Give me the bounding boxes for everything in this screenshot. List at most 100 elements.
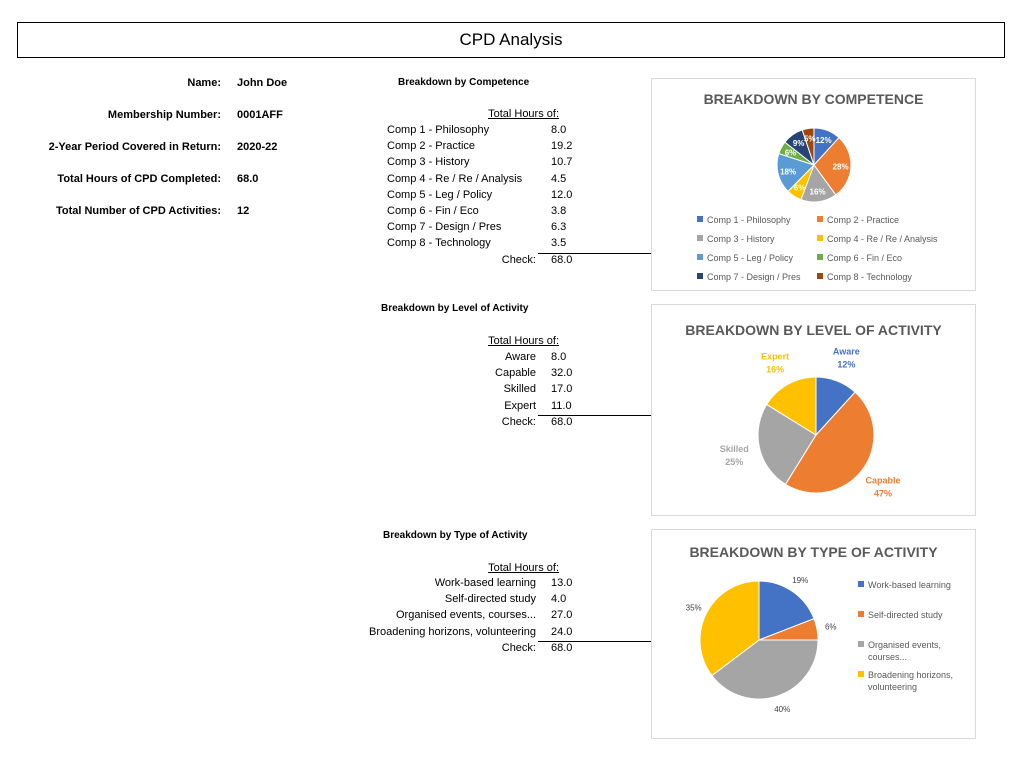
page-title: CPD Analysis <box>17 22 1005 58</box>
legend-swatch <box>858 671 864 677</box>
info-label: Total Hours of CPD Completed: <box>57 173 221 185</box>
row-label: Organised events, courses... <box>395 609 536 622</box>
pie-svg: Aware 12% Capable 47% Skilled 25% Expert 16% <box>720 347 901 499</box>
legend-swatch <box>858 641 864 647</box>
slice-category-label: Capable <box>866 476 901 486</box>
row-label: Work-based learning <box>434 577 536 589</box>
legend-swatch <box>697 216 703 222</box>
section-heading: Breakdown by Level of Activity <box>381 303 529 314</box>
pie-slice <box>758 580 815 641</box>
level-chart: BREAKDOWN BY LEVEL OF ACTIVITY Aware 12% C… <box>651 304 976 516</box>
chart-title: BREAKDOWN BY LEVEL OF ACTIVITY <box>685 322 942 338</box>
pie-svg: 12%28%16%6%18%6%9%5% <box>776 127 852 203</box>
check-value: 68.0 <box>551 253 573 266</box>
slice-category-label: Aware <box>833 347 860 357</box>
chart-title: BREAKDOWN BY TYPE OF ACTIVITY <box>689 544 938 560</box>
legend-item: Organised events, courses... <box>858 639 941 663</box>
row-value: 11.0 <box>551 399 572 412</box>
check-value: 68.0 <box>551 641 573 654</box>
legend-swatch <box>817 254 823 260</box>
slice-data-label: 12% <box>816 136 832 145</box>
info-value: 68.0 <box>237 173 259 185</box>
slice-data-label: 28% <box>833 162 849 171</box>
check-label: Check: <box>501 253 536 266</box>
info-label: Membership Number: <box>107 109 221 121</box>
type-chart: BREAKDOWN BY TYPE OF ACTIVITY 19% 6% 40% 35… <box>651 529 976 739</box>
row-value: 4.5 <box>551 172 567 185</box>
info-label: Total Number of CPD Activities: <box>55 205 221 217</box>
row-value: 19.2 <box>551 140 573 153</box>
pie-slice <box>776 152 815 193</box>
legend-label: Comp 8 - Technology <box>827 272 912 282</box>
check-value: 68.0 <box>551 415 573 428</box>
slice-data-label: 16% <box>810 187 826 196</box>
legend-label: Comp 7 - Design / Pres <box>707 272 801 282</box>
info-value: 2020-22 <box>237 141 278 153</box>
column-header: Total Hours of: <box>488 108 559 120</box>
legend-item: Comp 7 - Design / Pres <box>697 271 801 283</box>
pie-slice <box>813 136 852 196</box>
legend-label: Self-directed study <box>868 610 943 620</box>
legend-item: Work-based learning <box>858 579 951 591</box>
slice-category-label: Expert <box>761 352 789 362</box>
row-label: Comp 7 - Design / Pres <box>387 221 502 234</box>
legend-label: Comp 6 - Fin / Eco <box>827 253 903 263</box>
legend-item: Comp 5 - Leg / Policy <box>697 252 793 264</box>
row-label: Comp 8 - Technology <box>387 237 491 250</box>
chart-title: BREAKDOWN BY COMPETENCE <box>703 91 924 107</box>
row-label: Skilled <box>503 383 536 396</box>
row-value: 12.0 <box>551 188 573 201</box>
competence-chart: BREAKDOWN BY COMPETENCE 12% 28% 16% 6% 18% 6%… <box>651 78 976 291</box>
legend-label: Comp 5 - Leg / Policy <box>707 253 794 263</box>
legend-item: Comp 6 - Fin / Eco <box>817 252 902 264</box>
pie-slice <box>711 639 819 700</box>
connector-line <box>538 252 658 254</box>
info-value: 0001AFF <box>237 109 283 121</box>
legend-item: Self-directed study <box>858 609 943 621</box>
legend-item: Comp 2 - Practice <box>817 214 899 226</box>
row-label: Aware <box>505 351 536 363</box>
row-value: 13.0 <box>551 577 573 589</box>
slice-data-label: 6% <box>785 148 797 157</box>
row-value: 8.0 <box>551 124 567 136</box>
slice-data-label: 25% <box>725 457 743 467</box>
legend-label: Comp 1 - Philosophy <box>707 215 791 225</box>
row-label: Comp 6 - Fin / Eco <box>387 205 479 217</box>
legend-item: Comp 1 - Philosophy <box>697 214 791 226</box>
connector-line <box>538 640 651 642</box>
slice-data-label: 16% <box>766 365 784 375</box>
pie-svg: 19% 6% 40% 35% <box>686 576 837 714</box>
section-heading: Breakdown by Competence <box>398 77 530 88</box>
legend-swatch <box>697 273 703 279</box>
column-header: Total Hours of: <box>488 335 559 347</box>
pie-slice <box>699 580 760 677</box>
legend-label: Comp 3 - History <box>707 234 775 244</box>
row-value: 4.0 <box>551 593 567 606</box>
row-label: Broadening horizons, volunteering <box>369 625 536 638</box>
legend-item: Comp 3 - History <box>697 233 775 245</box>
legend-swatch <box>817 216 823 222</box>
legend-label: Organised events, courses... <box>868 640 942 662</box>
row-value: 8.0 <box>551 351 567 363</box>
row-value: 17.0 <box>551 383 573 396</box>
legend-swatch <box>817 235 823 241</box>
pie-slice <box>784 391 875 494</box>
legend-label: Comp 4 - Re / Re / Analysis <box>827 234 938 244</box>
row-label: Self-directed study <box>444 593 536 606</box>
legend-swatch <box>817 273 823 279</box>
pie-slice <box>801 127 815 166</box>
legend-swatch <box>858 611 864 617</box>
row-value: 3.5 <box>551 237 567 250</box>
legend-swatch <box>697 235 703 241</box>
row-label: Comp 1 - Philosophy <box>387 124 490 136</box>
row-label: Comp 4 - Re / Re / Analysis <box>387 172 523 185</box>
info-label: 2-Year Period Covered in Return: <box>48 141 221 153</box>
slice-data-label: 6% <box>794 183 806 192</box>
slice-data-label: 18% <box>780 167 796 176</box>
row-value: 24.0 <box>551 625 573 638</box>
row-value: 6.3 <box>551 221 567 234</box>
legend-swatch <box>697 254 703 260</box>
check-label: Check: <box>501 415 536 428</box>
slice-data-label: 6% <box>825 623 837 632</box>
pie-slice <box>766 376 817 436</box>
